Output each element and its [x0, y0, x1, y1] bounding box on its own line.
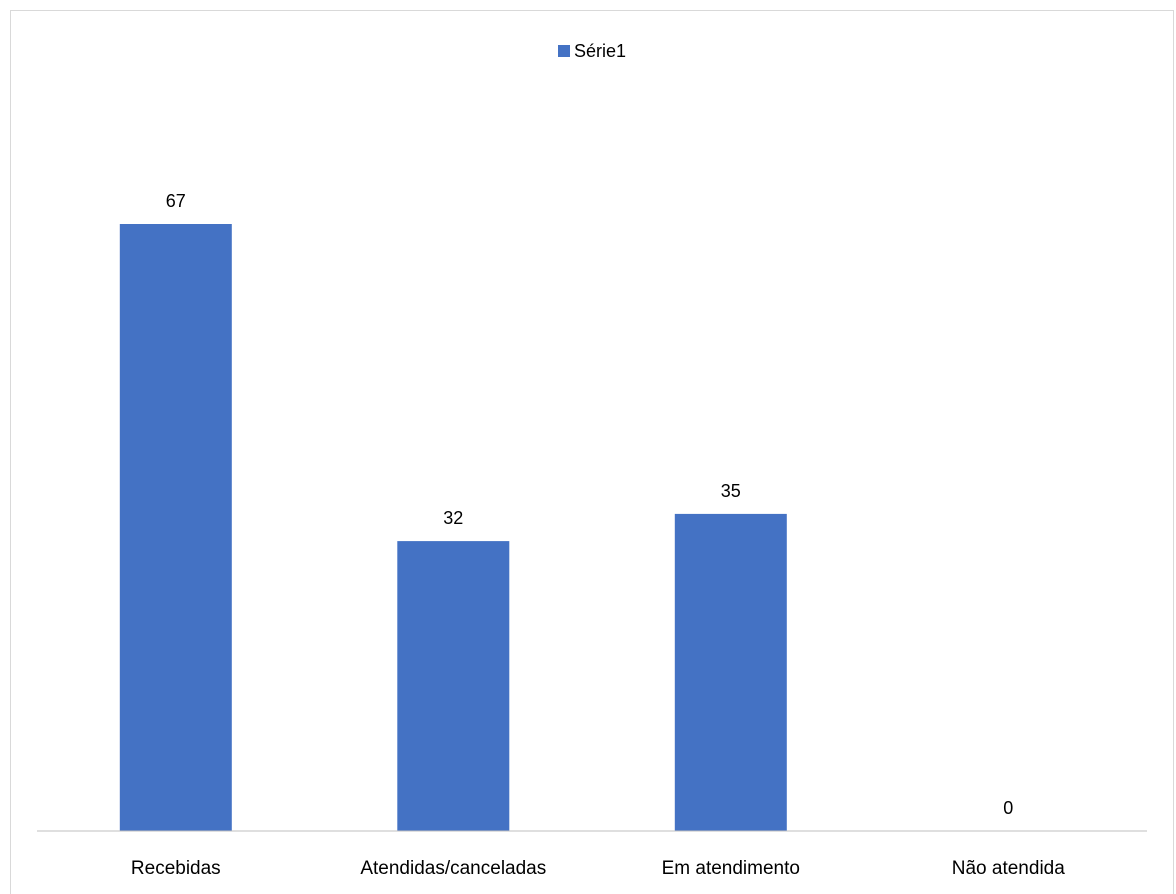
data-label-1: 32: [443, 508, 463, 528]
category-label-2: Em atendimento: [662, 858, 800, 879]
category-label-0: Recebidas: [131, 858, 221, 879]
legend-swatch: [558, 45, 570, 57]
data-label-0: 67: [166, 191, 186, 211]
bar-2: [674, 513, 787, 831]
chart-legend: Série1: [558, 41, 626, 61]
data-label-2: 35: [721, 481, 741, 501]
legend-series-label: Série1: [574, 41, 626, 61]
data-label-3: 0: [1003, 798, 1013, 818]
bars-group: [119, 224, 787, 831]
bar-0: [119, 224, 232, 831]
bar-1: [397, 541, 510, 831]
category-label-1: Atendidas/canceladas: [360, 858, 546, 879]
category-labels-group: Recebidas Atendidas/canceladas Em atendime…: [131, 858, 1065, 879]
data-labels-group: 67 32 35 0: [166, 191, 1014, 818]
category-label-3: Não atendida: [952, 858, 1065, 879]
